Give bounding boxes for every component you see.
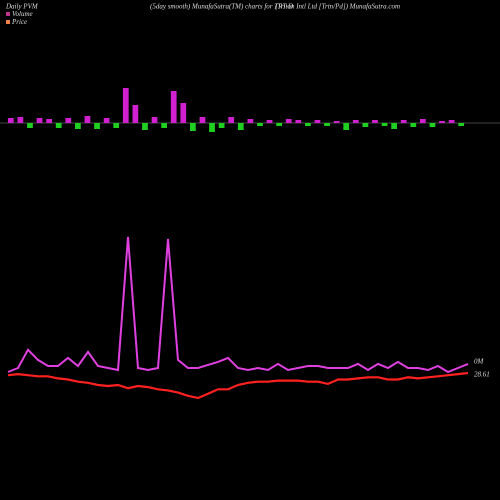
pvm-bar: [285, 119, 292, 123]
pvm-bar: [94, 123, 100, 129]
chart-title: (5day smooth) MunafaSutra(TM) charts for…: [150, 3, 293, 11]
pvm-bar: [75, 123, 81, 129]
pvm-bar: [429, 123, 436, 127]
pvm-bar: [276, 123, 282, 126]
chart-title-left: Daily PVM: [5, 3, 39, 11]
series-line: [7, 371, 469, 400]
pvm-bar: [36, 118, 43, 123]
pvm-bar: [333, 121, 340, 123]
pvm-bar: [410, 123, 417, 127]
pvm-bar: [55, 123, 62, 128]
pvm-bar: [420, 119, 426, 123]
pvm-bar: [180, 103, 187, 123]
pvm-bar: [439, 121, 445, 123]
pvm-bar: [65, 118, 72, 123]
pvm-bar: [247, 119, 254, 123]
pvm-bar: [448, 120, 455, 123]
pvm-bar: [228, 117, 235, 123]
pvm-bar: [142, 123, 148, 130]
pvm-bar: [266, 120, 273, 123]
pvm-bar: [305, 123, 311, 126]
pvm-bar: [209, 123, 215, 132]
pvm-bar: [122, 88, 129, 123]
pvm-bar: [352, 120, 359, 123]
pvm-bar: [218, 123, 225, 128]
pvm-bar: [372, 120, 378, 123]
pvm-bar: [132, 105, 139, 123]
pvm-bar: [151, 117, 158, 123]
pvm-bar: [295, 120, 302, 123]
pvm-bar: [161, 123, 167, 128]
pvm-bar: [381, 123, 388, 126]
pvm-bar: [7, 118, 14, 123]
pvm-bar: [237, 123, 244, 130]
pvm-bar: [199, 117, 206, 123]
pvm-bar: [362, 123, 369, 127]
pvm-bar: [324, 123, 330, 126]
legend-label: Volume: [12, 10, 33, 18]
pvm-bar: [46, 119, 52, 123]
pvm-bar: [391, 123, 397, 129]
pvm-bar: [170, 91, 177, 123]
legend-swatch: [6, 12, 10, 16]
pvm-bar: [458, 123, 465, 126]
pvm-bar: [84, 116, 91, 123]
pvm-bar: [400, 120, 407, 123]
pvm-bar: [343, 123, 350, 130]
pvm-bar: [314, 120, 321, 123]
pvm-bar: [27, 123, 33, 128]
pvm-bar: [257, 123, 263, 126]
series-line: [7, 236, 469, 374]
pvm-bar: [113, 123, 120, 128]
legend-label: Price: [11, 18, 27, 26]
end-label: 28.61: [474, 371, 490, 379]
pvm-bar: [190, 123, 196, 131]
end-label: 0M: [474, 358, 485, 366]
pvm-bar: [17, 117, 24, 123]
pvm-bar: [103, 118, 110, 123]
legend-swatch: [6, 20, 10, 24]
chart-title-right: (Triton Intl Ltd [Trtn/Pd]) MunafaSutra.…: [275, 3, 400, 11]
